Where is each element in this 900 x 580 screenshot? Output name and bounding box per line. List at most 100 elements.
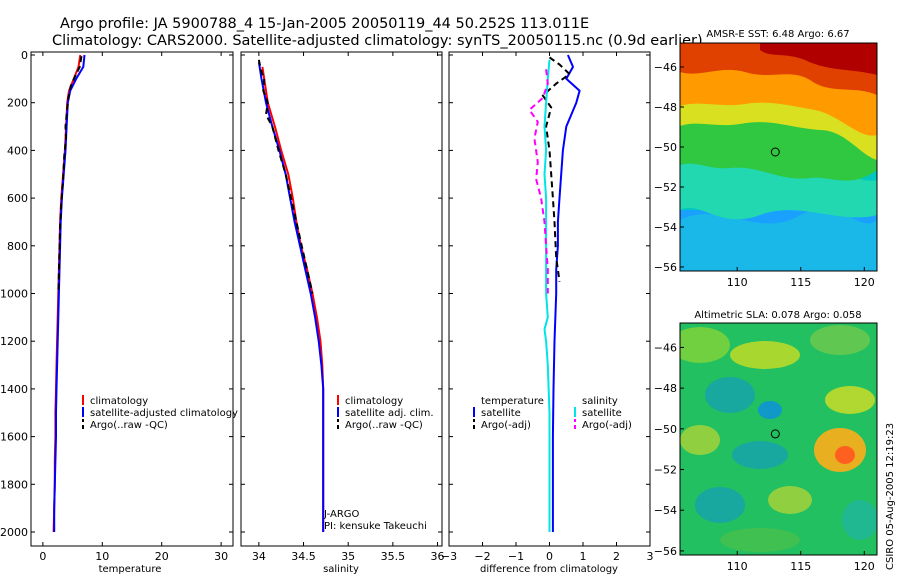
map-y-tick-label: −48 <box>654 382 677 395</box>
map-y-tick-label: −52 <box>654 181 677 194</box>
panel-temperature <box>30 51 234 547</box>
sla-patch <box>835 446 855 464</box>
x-tick-label: −1 <box>508 550 524 563</box>
series-temperature-argo-adj- <box>541 56 571 282</box>
legend-label-sal-satellite: satellite <box>582 408 622 419</box>
title-line-1: Argo profile: JA 5900788_4 15-Jan-2005 2… <box>60 16 589 32</box>
map-x-tick-label: 110 <box>727 276 748 289</box>
sla-patch <box>825 386 875 414</box>
sla-map-frame <box>679 322 878 556</box>
map-y-tick-label: −50 <box>654 141 677 154</box>
map-y-tick-label: −46 <box>654 341 677 354</box>
legend-label-satellite: satellite-adjusted climatology <box>90 408 238 419</box>
x-tick-label: 0 <box>546 550 553 563</box>
sla-argo-marker <box>770 429 780 439</box>
x-tick-label: 34 <box>252 550 266 563</box>
map-y-tick-label: −50 <box>654 423 677 436</box>
sla-map-title: Altimetric SLA: 0.078 Argo: 0.058 <box>694 310 861 321</box>
temperature-legend: climatology satellite-adjusted climatolo… <box>82 395 238 431</box>
x-tick-label: 36 <box>431 550 445 563</box>
sla-map <box>680 323 877 555</box>
legend-label-climatology: climatology <box>90 396 148 407</box>
sst-argo-marker <box>770 147 780 157</box>
y-tick-label: 200 <box>7 97 28 110</box>
series-temperature-satellite <box>551 54 581 532</box>
y-tick-label: 2000 <box>0 526 28 539</box>
y-tick-label: 800 <box>7 240 28 253</box>
x-tick-label: −3 <box>441 550 457 563</box>
legend-header-salinity: salinity <box>582 396 618 407</box>
y-tick-label: 1200 <box>0 335 28 348</box>
sla-patch <box>680 327 730 363</box>
series-argo-raw-qc- <box>57 56 83 294</box>
panel-salinity <box>240 51 443 547</box>
map-y-tick-label: −48 <box>654 101 677 114</box>
map-y-tick-label: −56 <box>654 545 677 558</box>
series-satellite-adj-clim- <box>257 62 325 532</box>
map-x-tick-label: 120 <box>854 276 875 289</box>
sst-map <box>680 43 877 271</box>
sla-patch <box>768 486 812 514</box>
map-x-tick-label: 110 <box>727 560 748 573</box>
y-tick-label: 1000 <box>0 288 28 301</box>
y-tick-label: 600 <box>7 192 28 205</box>
sst-lightblue-patch <box>680 209 877 271</box>
sst-darkred-patch <box>760 43 877 75</box>
map-x-tick-label: 115 <box>790 560 811 573</box>
map-y-tick-label: −54 <box>654 221 677 234</box>
legend-header-temperature: temperature <box>481 396 544 407</box>
series-salinity-argo-adj- <box>528 69 549 294</box>
sla-patch <box>680 425 720 455</box>
difference-xlabel: difference from climatology <box>480 564 618 575</box>
legend-label-temp-satellite: satellite <box>481 408 521 419</box>
difference-plot: −3 −2 −1 0 1 2 3 <box>441 52 654 563</box>
legend-label-argo: Argo(..raw -QC) <box>345 420 423 431</box>
map-y-tick-label: −52 <box>654 464 677 477</box>
sst-map-axes: 110 115 120 −46 −48 −50 −52 −54 −56 <box>654 61 875 289</box>
sla-patch <box>842 500 877 540</box>
x-tick-label: −2 <box>474 550 490 563</box>
sla-map-axes: 110 115 120 −46 −48 −50 −52 −54 −56 <box>654 341 875 573</box>
salinity-plot: 34 34.5 35 35.5 36 <box>241 52 445 563</box>
y-tick-label: 1400 <box>0 383 28 396</box>
sla-patch <box>758 401 782 419</box>
x-tick-label: 3 <box>647 550 654 563</box>
salinity-xlabel: salinity <box>323 564 359 575</box>
y-tick-label: 1600 <box>0 431 28 444</box>
x-tick-label: 35.5 <box>381 550 406 563</box>
x-tick-label: 35 <box>341 550 355 563</box>
legend-label-sal-argo: Argo(-adj) <box>582 420 632 431</box>
sst-map-frame <box>679 42 878 272</box>
legend-label-satellite: satellite adj. clim. <box>345 408 434 419</box>
sla-patch <box>730 341 800 369</box>
x-tick-label: 0 <box>39 550 46 563</box>
annotation-pi: PI: kensuke Takeuchi <box>324 521 427 532</box>
map-y-tick-label: −54 <box>654 504 677 517</box>
y-tick-label: 1800 <box>0 478 28 491</box>
sla-patch <box>695 487 745 523</box>
series-argo-raw-qc- <box>257 59 314 294</box>
map-x-tick-label: 115 <box>790 276 811 289</box>
legend-label-argo: Argo(..raw -QC) <box>90 420 168 431</box>
sla-patch <box>720 528 800 552</box>
sla-patch <box>810 325 870 355</box>
series-salinity-satellite <box>543 59 551 532</box>
y-tick-label: 0 <box>21 49 28 62</box>
x-tick-label: 2 <box>613 550 620 563</box>
title-line-2: Climatology: CARS2000. Satellite-adjuste… <box>52 33 703 49</box>
map-y-tick-label: −56 <box>654 261 677 274</box>
x-tick-label: 34.5 <box>291 550 316 563</box>
footer-timestamp: CSIRO 05-Aug-2005 12:19:23 <box>885 423 896 570</box>
y-tick-label: 400 <box>7 144 28 157</box>
sla-patch <box>732 441 788 469</box>
x-tick-label: 20 <box>155 550 169 563</box>
annotation-j-argo: J-ARGO <box>323 509 360 520</box>
legend-label-temp-argo: Argo(-adj) <box>481 420 531 431</box>
map-y-tick-label: −46 <box>654 61 677 74</box>
sla-patch <box>705 377 755 413</box>
legend-label-climatology: climatology <box>345 396 403 407</box>
salinity-legend: climatology satellite adj. clim. Argo(..… <box>337 395 434 431</box>
map-x-tick-label: 120 <box>854 560 875 573</box>
sst-map-title: AMSR-E SST: 6.48 Argo: 6.67 <box>706 29 849 40</box>
